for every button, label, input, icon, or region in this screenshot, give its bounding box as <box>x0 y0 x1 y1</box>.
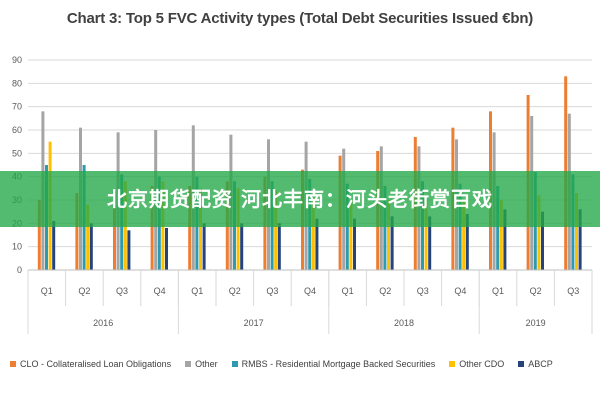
bar <box>387 200 390 270</box>
legend-item: Other CDO <box>449 359 504 369</box>
bar <box>428 216 432 270</box>
legend-item: CLO - Collateralised Loan Obligations <box>10 359 171 369</box>
year-label: 2019 <box>526 318 546 328</box>
legend-item: Other <box>185 359 218 369</box>
bar <box>311 197 315 270</box>
bar <box>537 195 541 270</box>
bar <box>541 211 544 270</box>
x-tick-label: Q2 <box>78 286 90 296</box>
x-tick-label: Q3 <box>417 286 429 296</box>
bar <box>503 209 507 270</box>
bar <box>496 186 500 270</box>
x-tick-label: Q4 <box>454 286 466 296</box>
bar <box>315 218 319 270</box>
bar <box>578 209 582 270</box>
bar <box>349 200 353 270</box>
bar <box>277 223 281 270</box>
bar <box>424 200 428 270</box>
bar <box>575 193 578 270</box>
bar <box>75 193 79 270</box>
x-tick-label: Q4 <box>154 286 166 296</box>
legend-swatch <box>231 361 238 367</box>
y-tick-label: 60 <box>12 125 22 135</box>
bar <box>383 186 387 270</box>
year-label: 2016 <box>93 318 113 328</box>
year-label: 2018 <box>394 318 414 328</box>
bar <box>113 190 116 270</box>
bar <box>165 228 168 270</box>
bar <box>236 188 240 270</box>
bar <box>465 214 469 270</box>
legend-label: RMBS - Residential Mortgage Backed Secur… <box>241 359 436 369</box>
bar <box>188 186 192 270</box>
bar <box>202 223 206 270</box>
x-tick-label: Q3 <box>266 286 278 296</box>
bar <box>390 216 394 270</box>
x-tick-label: Q1 <box>41 286 53 296</box>
legend-swatch <box>10 361 16 367</box>
bar <box>127 230 131 270</box>
y-tick-label: 90 <box>12 55 22 65</box>
year-label: 2017 <box>244 318 264 328</box>
x-tick-label: Q1 <box>342 286 354 296</box>
y-tick-label: 50 <box>12 148 22 158</box>
legend-label: Other <box>195 359 218 369</box>
bar <box>274 190 278 270</box>
x-tick-label: Q3 <box>567 286 579 296</box>
legend-swatch <box>449 361 456 367</box>
legend-swatch <box>185 361 192 367</box>
y-tick-label: 70 <box>12 102 22 112</box>
legend-label: ABCP <box>528 359 553 369</box>
bar <box>37 200 41 270</box>
bar <box>86 204 90 270</box>
x-tick-label: Q1 <box>191 286 203 296</box>
legend-item: RMBS - Residential Mortgage Backed Secur… <box>231 359 436 369</box>
legend-item: ABCP <box>518 359 553 369</box>
x-tick-label: Q2 <box>379 286 391 296</box>
x-tick-label: Q2 <box>530 286 542 296</box>
legend-label: Other CDO <box>459 359 505 369</box>
chart-title: Chart 3: Top 5 FVC Activity types (Total… <box>66 10 534 27</box>
bar <box>462 200 466 270</box>
x-tick-label: Q3 <box>116 286 128 296</box>
x-tick-label: Q1 <box>492 286 504 296</box>
bar <box>199 188 202 270</box>
bar <box>240 223 244 270</box>
bar <box>89 223 93 270</box>
y-tick-label: 0 <box>17 265 22 275</box>
watermark-banner: 北京期货配资 河北丰南：河头老街赏百戏 <box>0 171 600 227</box>
bar <box>353 218 356 270</box>
x-tick-label: Q2 <box>229 286 241 296</box>
legend-label: CLO - Collateralised Loan Obligations <box>20 359 172 369</box>
legend-swatch <box>518 361 525 367</box>
y-tick-label: 80 <box>12 78 22 88</box>
x-tick-label: Q4 <box>304 286 316 296</box>
bar <box>499 200 503 270</box>
bar <box>150 186 154 270</box>
legend: CLO - Collateralised Loan Obligations Oth… <box>10 356 600 372</box>
bar <box>52 221 56 270</box>
y-tick-label: 10 <box>12 242 22 252</box>
